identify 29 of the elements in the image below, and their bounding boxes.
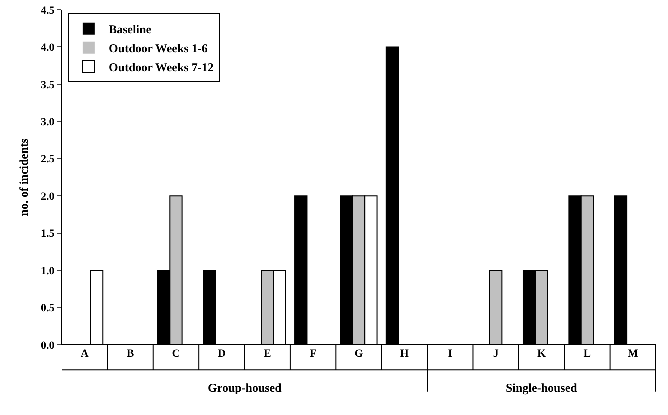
y-tick-label: 1.0: [41, 265, 56, 278]
x-tick-label: H: [400, 348, 410, 360]
y-tick-label: 2.5: [41, 154, 56, 166]
legend-label: Outdoor Weeks 7-12: [108, 60, 214, 75]
x-tick-label: B: [126, 348, 135, 360]
x-tick-label: E: [264, 348, 272, 360]
y-tick-label: 3.5: [41, 79, 56, 92]
x-tick-label: A: [80, 348, 89, 360]
legend-label: Outdoor Weeks 1-6: [108, 42, 208, 56]
y-axis-title: no. of incidents: [17, 138, 31, 216]
x-tick-label: K: [537, 348, 546, 360]
x-tick-label: J: [493, 348, 500, 360]
text: Single-housed: [506, 381, 578, 395]
y-tick-label: 3.0: [41, 116, 56, 129]
y-tick-label: 1.5: [41, 228, 56, 240]
y-tick-label: 4.5: [41, 4, 56, 17]
legend-label: Baseline: [108, 22, 152, 37]
x-tick-label: G: [354, 348, 364, 360]
x-tick-label: M: [628, 348, 639, 360]
x-tick-label: L: [584, 348, 592, 360]
x-tick-label: F: [310, 348, 317, 360]
y-tick-label: 0.5: [41, 302, 56, 315]
y-tick-label: 2.0: [41, 190, 56, 203]
x-tick-label: D: [218, 348, 226, 360]
x-tick-label: I: [448, 348, 453, 360]
x-tick-label: C: [172, 348, 180, 360]
y-tick-label: 4.0: [41, 42, 56, 54]
y-tick-label: 0.0: [41, 340, 56, 352]
text: Group-housed: [208, 381, 282, 395]
